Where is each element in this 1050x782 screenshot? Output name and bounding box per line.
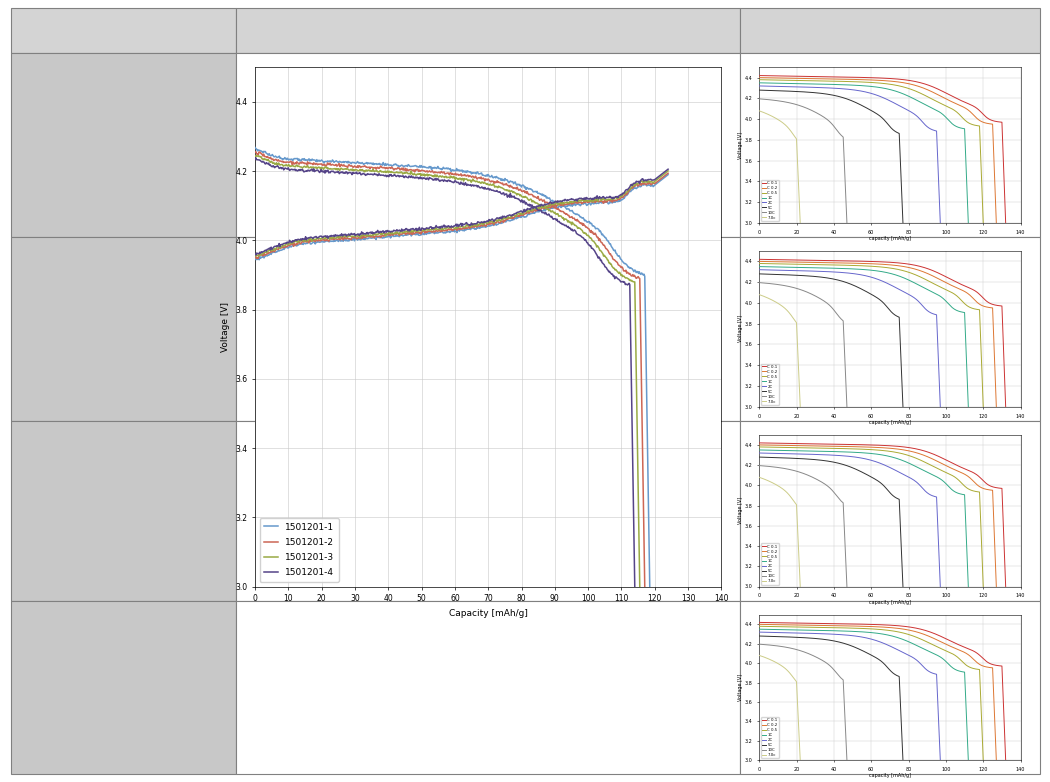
X-axis label: capacity [mAh/g]: capacity [mAh/g] bbox=[869, 773, 911, 778]
Y-axis label: Voltage [V]: Voltage [V] bbox=[738, 674, 743, 701]
Legend: C 0.1, C 0.2, C 0.5, 1C, 2C, 5C, 10C, 7.0c: C 0.1, C 0.2, C 0.5, 1C, 2C, 5C, 10C, 7.… bbox=[761, 364, 779, 405]
X-axis label: capacity [mAh/g]: capacity [mAh/g] bbox=[869, 600, 911, 604]
Legend: 1501201-1, 1501201-2, 1501201-3, 1501201-4: 1501201-1, 1501201-2, 1501201-3, 1501201… bbox=[259, 518, 338, 582]
Text: LMO  1501201-4: LMO 1501201-4 bbox=[66, 680, 181, 694]
X-axis label: capacity [mAh/g]: capacity [mAh/g] bbox=[869, 236, 911, 241]
Legend: C 0.1, C 0.2, C 0.5, 1C, 2C, 5C, 10C, 7.0c: C 0.1, C 0.2, C 0.5, 1C, 2C, 5C, 10C, 7.… bbox=[761, 717, 779, 759]
Legend: C 0.1, C 0.2, C 0.5, 1C, 2C, 5C, 10C, 7.0c: C 0.1, C 0.2, C 0.5, 1C, 2C, 5C, 10C, 7.… bbox=[761, 543, 779, 585]
Text: 10kX: 10kX bbox=[870, 23, 909, 38]
Y-axis label: Voltage [V]: Voltage [V] bbox=[738, 315, 743, 343]
Y-axis label: Voltage [V]: Voltage [V] bbox=[738, 497, 743, 524]
Y-axis label: Voltage [V]: Voltage [V] bbox=[738, 131, 743, 159]
Y-axis label: Voltage [V]: Voltage [V] bbox=[220, 302, 230, 352]
Text: LMO  1501201-1: LMO 1501201-1 bbox=[66, 138, 181, 152]
Text: LMO  1501201-2: LMO 1501201-2 bbox=[66, 322, 181, 335]
Text: 0.1C  초기  충방전: 0.1C 초기 충방전 bbox=[438, 23, 539, 38]
Text: LMO  1501201-3: LMO 1501201-3 bbox=[66, 504, 181, 518]
X-axis label: capacity [mAh/g]: capacity [mAh/g] bbox=[869, 420, 911, 425]
Text: Lot  No.: Lot No. bbox=[94, 23, 152, 38]
Legend: C 0.1, C 0.2, C 0.5, 1C, 2C, 5C, 10C, 7.0c: C 0.1, C 0.2, C 0.5, 1C, 2C, 5C, 10C, 7.… bbox=[761, 180, 779, 221]
X-axis label: Capacity [mAh/g]: Capacity [mAh/g] bbox=[448, 608, 528, 618]
